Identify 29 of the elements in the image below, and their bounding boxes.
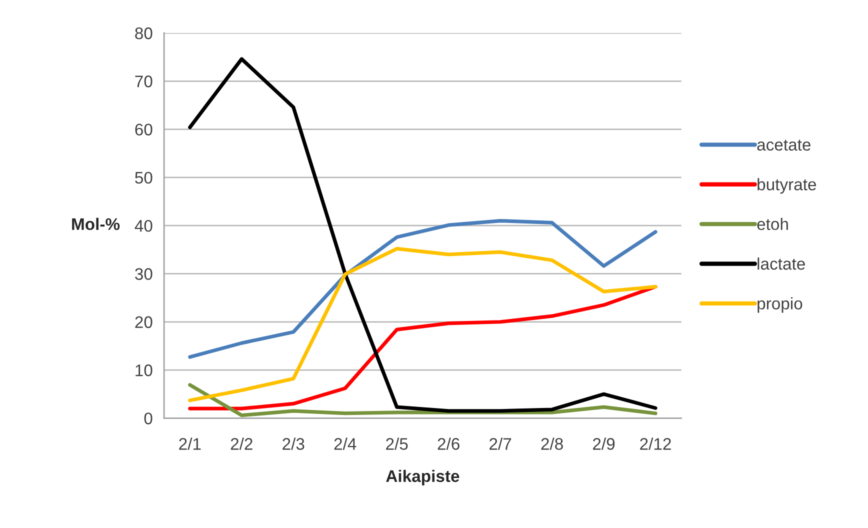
y-tick-label: 30 xyxy=(135,268,152,280)
x-tick-label: 2/2 xyxy=(230,438,252,450)
x-tick-label: 2/12 xyxy=(640,438,671,450)
y-tick-label: 10 xyxy=(136,364,152,376)
y-tick-label: 60 xyxy=(135,124,152,136)
line-series xyxy=(188,246,658,402)
line-series xyxy=(188,57,658,413)
x-tick-label: 2/9 xyxy=(593,438,615,450)
x-tick-label: 2/4 xyxy=(334,438,356,450)
x-tick-label: 2/3 xyxy=(282,438,304,450)
y-tick-label: 80 xyxy=(135,27,152,40)
legend-label: lactate xyxy=(758,258,805,270)
line-series xyxy=(188,218,658,359)
x-tick-label: 2/1 xyxy=(179,438,201,450)
legend-label: etoh xyxy=(757,218,788,230)
x-tick-label: 2/5 xyxy=(386,438,408,450)
x-axis-title: Aikapiste xyxy=(386,470,460,486)
y-tick-label: 20 xyxy=(135,316,152,328)
y-tick-label: 40 xyxy=(134,220,152,232)
y-tick-label: 50 xyxy=(135,172,152,184)
y-tick-label: 0 xyxy=(144,412,152,424)
x-tick-label: 2/6 xyxy=(438,438,460,450)
x-tick-label: 2/7 xyxy=(490,438,512,450)
y-tick-label: 70 xyxy=(135,76,152,88)
x-tick-label: 2/8 xyxy=(541,438,563,450)
legend-label: acetate xyxy=(757,140,810,151)
y-axis-title: Mol-% xyxy=(72,218,120,230)
legend-label: butyrate xyxy=(758,178,816,194)
legend-label: propio xyxy=(758,297,802,313)
